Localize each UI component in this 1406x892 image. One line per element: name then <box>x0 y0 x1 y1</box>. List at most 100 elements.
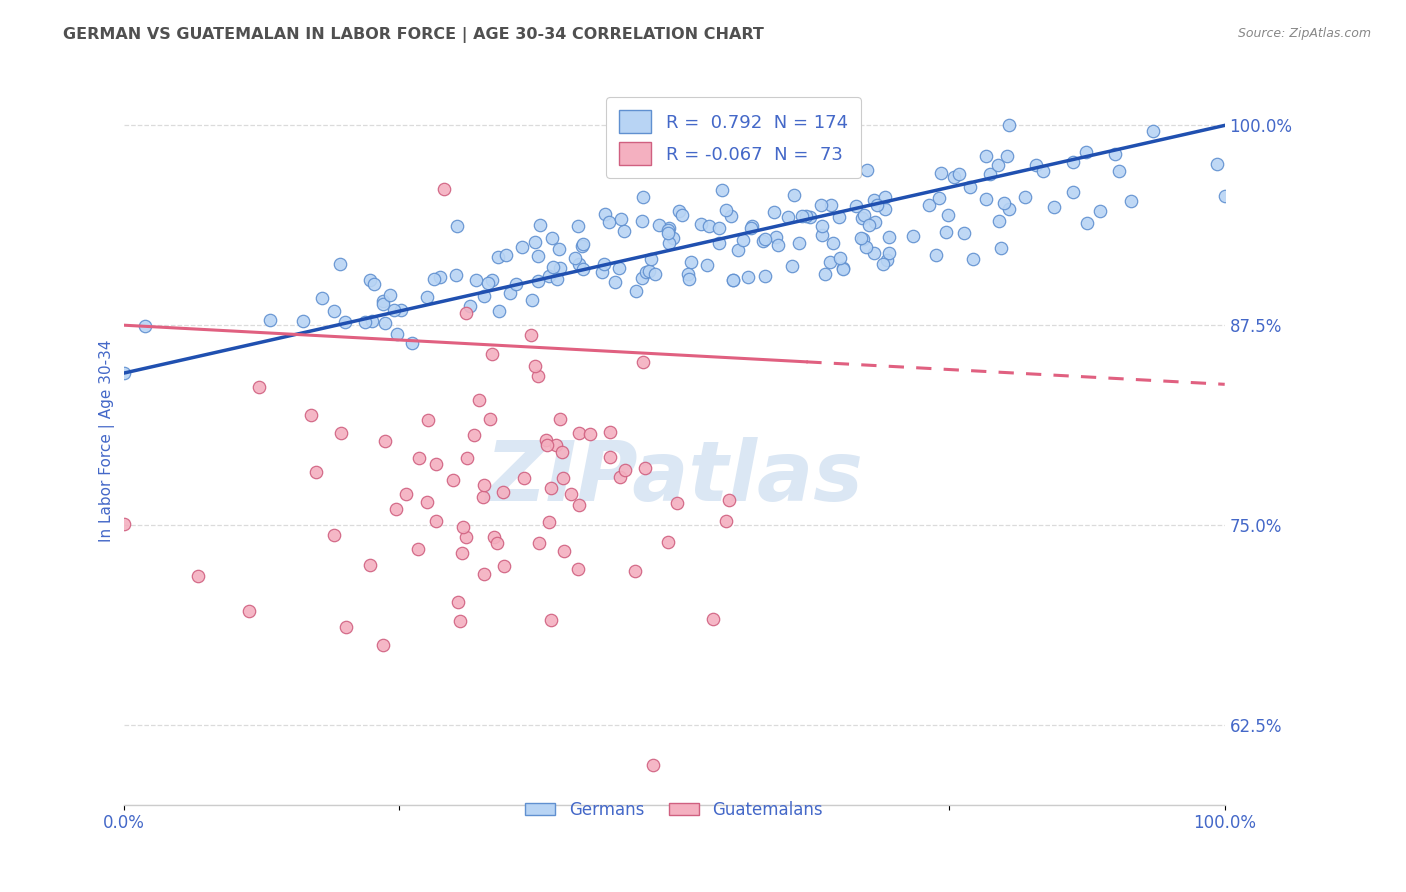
Point <box>780 259 803 273</box>
Point <box>740 221 762 235</box>
Point <box>752 235 775 249</box>
Point <box>794 209 817 223</box>
Point <box>858 218 880 232</box>
Point <box>429 270 451 285</box>
Point <box>505 277 527 292</box>
Point <box>1025 158 1047 172</box>
Point <box>408 451 430 466</box>
Point <box>468 393 491 408</box>
Point <box>811 219 834 234</box>
Point <box>529 218 551 232</box>
Point <box>433 182 456 196</box>
Point <box>481 347 503 361</box>
Point <box>299 408 322 422</box>
Point <box>851 211 873 226</box>
Point <box>1062 185 1084 199</box>
Point <box>485 535 508 549</box>
Point <box>799 211 821 225</box>
Point <box>626 284 648 298</box>
Point <box>679 254 702 268</box>
Point <box>527 274 550 288</box>
Point <box>112 366 135 380</box>
Point <box>444 268 467 283</box>
Point <box>637 264 659 278</box>
Point <box>598 215 620 229</box>
Point <box>523 235 546 250</box>
Point <box>765 229 787 244</box>
Point <box>636 264 658 278</box>
Point <box>378 288 401 302</box>
Point <box>599 450 621 464</box>
Point <box>863 194 886 208</box>
Point <box>928 191 950 205</box>
Point <box>962 252 984 266</box>
Point <box>560 487 582 501</box>
Point <box>416 495 439 509</box>
Point <box>634 461 657 475</box>
Point <box>322 527 344 541</box>
Point <box>707 221 730 235</box>
Point <box>458 299 481 313</box>
Point <box>948 167 970 181</box>
Point <box>849 231 872 245</box>
Point <box>716 202 738 217</box>
Point <box>550 412 572 426</box>
Point <box>630 270 652 285</box>
Point <box>330 426 353 441</box>
Point <box>727 243 749 257</box>
Point <box>820 198 842 212</box>
Point <box>551 471 574 485</box>
Point <box>359 558 381 572</box>
Point <box>974 192 997 206</box>
Point <box>1076 216 1098 230</box>
Point <box>292 313 315 327</box>
Point <box>568 426 591 441</box>
Point <box>423 272 446 286</box>
Point <box>374 316 396 330</box>
Point <box>564 251 586 265</box>
Point <box>567 562 589 576</box>
Point <box>446 595 468 609</box>
Point <box>856 163 879 178</box>
Point <box>929 166 952 180</box>
Point <box>472 567 495 582</box>
Point <box>425 458 447 472</box>
Text: GERMAN VS GUATEMALAN IN LABOR FORCE | AGE 30-34 CORRELATION CHART: GERMAN VS GUATEMALAN IN LABOR FORCE | AG… <box>63 27 763 43</box>
Point <box>754 232 776 246</box>
Point <box>1043 200 1066 214</box>
Point <box>762 205 785 219</box>
Point <box>481 273 503 287</box>
Point <box>538 269 561 284</box>
Point <box>418 413 440 427</box>
Point <box>529 536 551 550</box>
Point <box>613 224 636 238</box>
Text: Source: ZipAtlas.com: Source: ZipAtlas.com <box>1237 27 1371 40</box>
Point <box>572 236 595 251</box>
Point <box>714 514 737 528</box>
Point <box>329 257 352 271</box>
Point <box>360 314 382 328</box>
Point <box>643 757 665 772</box>
Point <box>374 434 396 448</box>
Point <box>974 149 997 163</box>
Point <box>134 319 156 334</box>
Point <box>553 543 575 558</box>
Point <box>605 276 627 290</box>
Point <box>572 261 595 276</box>
Point <box>631 355 654 369</box>
Point <box>737 270 759 285</box>
Point <box>488 304 510 318</box>
Point <box>987 158 1010 172</box>
Point <box>322 303 344 318</box>
Point <box>335 620 357 634</box>
Point <box>657 226 679 240</box>
Point <box>855 240 877 254</box>
Point <box>534 434 557 448</box>
Point <box>657 535 679 549</box>
Point <box>741 219 763 233</box>
Point <box>454 529 477 543</box>
Point <box>998 119 1021 133</box>
Point <box>537 515 560 529</box>
Point <box>990 241 1012 255</box>
Point <box>613 463 636 477</box>
